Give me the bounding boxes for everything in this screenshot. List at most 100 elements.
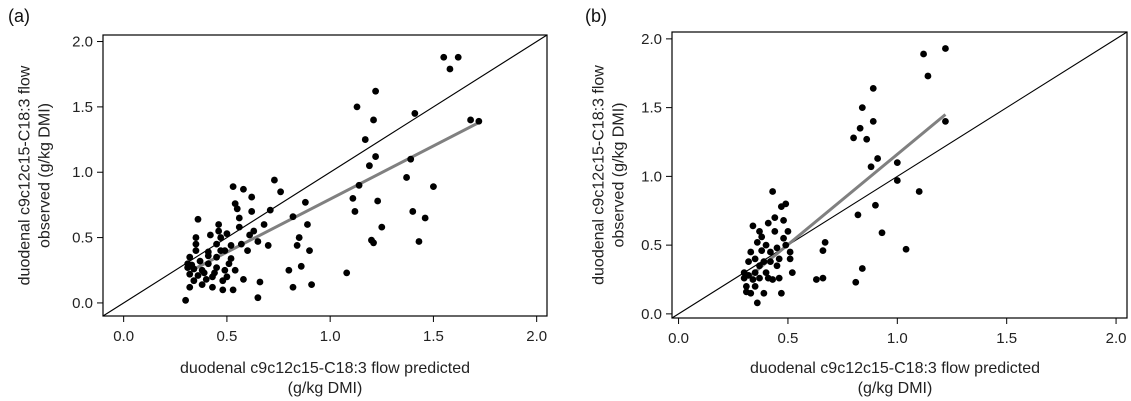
x-axis-title: duodenal c9c12c15-C18:3 flow predicted [180, 360, 470, 377]
data-point [237, 240, 245, 248]
data-point [366, 162, 373, 170]
data-point [756, 274, 763, 282]
y-tick-label: 1.0 [72, 164, 93, 181]
data-point [440, 53, 448, 61]
data-point [355, 181, 363, 189]
data-point [248, 208, 256, 215]
data-point [192, 247, 200, 255]
data-point [773, 262, 781, 270]
data-point [411, 110, 419, 117]
data-point [767, 258, 774, 266]
data-point [206, 231, 214, 239]
data-point [745, 258, 752, 266]
data-point [775, 274, 783, 282]
x-tick-label: 2.0 [526, 328, 547, 345]
data-point [403, 174, 410, 181]
data-point [760, 258, 768, 266]
data-point [235, 223, 243, 231]
data-point [758, 247, 766, 255]
data-point [854, 211, 862, 219]
data-point [374, 197, 382, 205]
data-point [858, 104, 866, 112]
data-point [209, 283, 216, 291]
data-point [256, 278, 264, 286]
data-point [780, 234, 787, 242]
data-point [762, 241, 770, 249]
data-point [764, 219, 772, 227]
data-point [812, 276, 820, 283]
data-point [749, 276, 757, 283]
y-tick-label: 1.0 [641, 168, 662, 185]
data-point [227, 255, 235, 262]
data-point [295, 234, 303, 241]
data-point [784, 227, 792, 235]
x-axis-title-units: (g/kg DMI) [858, 380, 933, 397]
data-point [219, 286, 227, 294]
data-point [372, 153, 379, 160]
data-point [217, 234, 225, 241]
data-point [370, 239, 377, 247]
data-point [349, 194, 357, 202]
identity-line [102, 34, 548, 317]
y-tick-label: 2.0 [72, 34, 93, 51]
x-axis-title-units: (g/kg DMI) [288, 380, 363, 397]
plot-frame [671, 31, 1128, 319]
data-point [758, 233, 766, 241]
data-point [893, 159, 901, 167]
data-point [762, 269, 770, 277]
data-point [200, 269, 208, 277]
regression-line [749, 113, 947, 277]
y-axis-title: duodenal c9c12c15-C18:3 flow [17, 65, 34, 285]
data-point [767, 248, 774, 256]
data-point [351, 208, 359, 215]
data-point [254, 238, 262, 245]
data-point [771, 227, 779, 235]
data-point [186, 270, 194, 278]
data-point [211, 269, 218, 277]
data-point [221, 247, 229, 255]
y-axis-title-units: observed (g/kg DMI) [611, 103, 628, 248]
x-tick-label: 1.5 [423, 328, 444, 345]
data-point [409, 208, 417, 215]
data-point [240, 185, 247, 193]
data-point [198, 281, 206, 289]
data-point [742, 282, 750, 290]
data-point [213, 253, 220, 261]
regression-line [191, 121, 480, 272]
data-point [229, 183, 237, 191]
data-point [475, 117, 483, 125]
plot-frame [102, 34, 548, 317]
data-point [850, 134, 857, 142]
data-point [301, 198, 309, 206]
y-tick-label: 0.5 [641, 237, 662, 254]
data-point [196, 257, 204, 265]
data-point [788, 269, 796, 277]
data-point [293, 242, 301, 249]
data-point [289, 213, 297, 221]
data-point [467, 116, 474, 124]
data-point [260, 221, 268, 228]
data-point [782, 241, 790, 249]
data-point [760, 289, 768, 297]
data-point [869, 84, 877, 92]
x-tick-label: 1.0 [887, 330, 908, 347]
y-tick-label: 0.0 [641, 306, 662, 323]
data-point [852, 278, 860, 286]
data-point [231, 200, 239, 208]
x-tick-label: 0.0 [113, 328, 134, 345]
data-point [775, 255, 783, 263]
data-point [250, 227, 258, 235]
data-point [213, 240, 220, 248]
data-point [213, 264, 220, 272]
data-point [231, 266, 239, 274]
data-point [306, 247, 313, 255]
data-point [190, 277, 198, 285]
data-point [407, 155, 415, 163]
data-point [361, 136, 369, 143]
data-point [235, 214, 243, 222]
x-tick-label: 0.5 [778, 330, 799, 347]
data-point [421, 214, 429, 222]
data-point [747, 289, 755, 297]
x-tick-label: 1.0 [320, 328, 341, 345]
